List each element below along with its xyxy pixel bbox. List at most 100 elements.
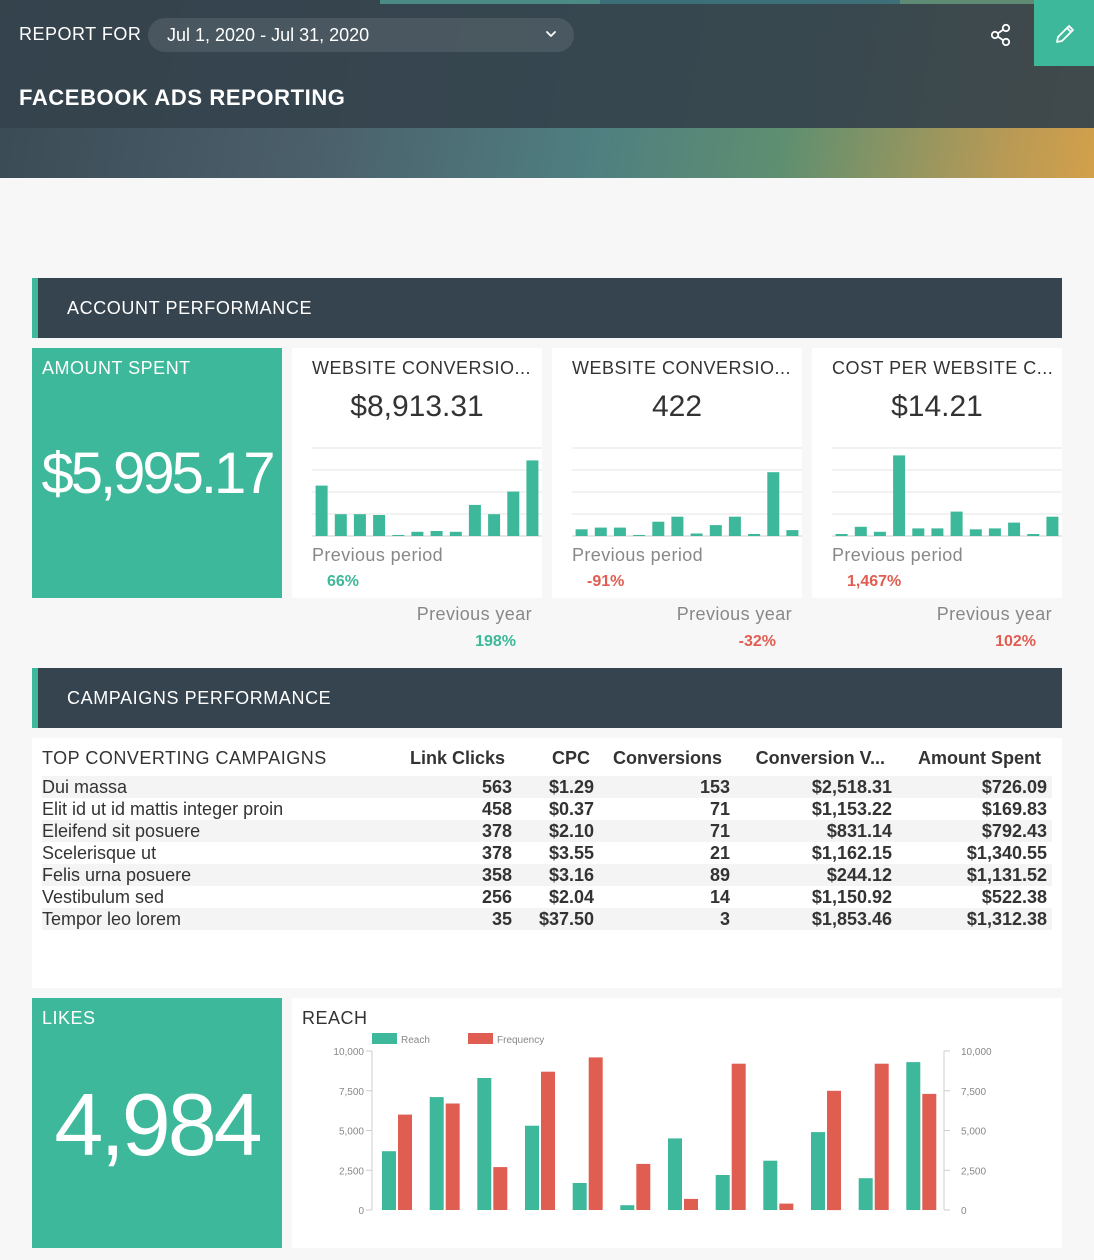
spark-bar[interactable] (709, 525, 722, 536)
frequency-bar[interactable] (445, 1103, 460, 1211)
spark-bar[interactable] (1027, 534, 1040, 536)
frequency-bar[interactable] (493, 1167, 508, 1210)
section-accent (32, 668, 38, 728)
campaign-name: Scelerisque ut (42, 843, 157, 863)
section-accent (32, 278, 38, 338)
spark-bar[interactable] (652, 521, 665, 536)
reach-bar[interactable] (906, 1062, 921, 1210)
y-tick-label-right: 0 (961, 1206, 967, 1217)
spark-bar[interactable] (334, 514, 347, 536)
date-range-select[interactable]: Jul 1, 2020 - Jul 31, 2020 (148, 18, 574, 52)
spark-bar[interactable] (575, 529, 588, 536)
legend-label[interactable]: Frequency (497, 1035, 544, 1046)
frequency-bar[interactable] (398, 1114, 412, 1210)
column-header[interactable]: Amount Spent (918, 748, 1041, 768)
frequency-bar[interactable] (779, 1203, 794, 1210)
column-header[interactable]: Conversion V... (755, 748, 885, 768)
legend-label[interactable]: Reach (401, 1035, 430, 1046)
table-cell: 358 (481, 865, 512, 885)
reach-bar[interactable] (858, 1178, 873, 1210)
frequency-bar[interactable] (874, 1063, 889, 1210)
spark-bar[interactable] (748, 534, 761, 536)
legend-swatch[interactable] (468, 1033, 493, 1044)
frequency-bar[interactable] (731, 1063, 746, 1210)
table-cell: 458 (481, 799, 512, 819)
spark-bar[interactable] (873, 531, 886, 536)
column-header[interactable]: Link Clicks (409, 748, 505, 768)
header-band (0, 0, 1094, 128)
spark-bar[interactable] (488, 514, 501, 536)
table-cell: $1,162.15 (811, 843, 892, 863)
table-row[interactable]: Scelerisque ut 378 $3.55 21 $1,162.15 $1,340.… (42, 842, 1052, 864)
edit-button[interactable] (1034, 0, 1094, 66)
spark-bar[interactable] (893, 455, 906, 536)
campaign-name: Dui massa (42, 777, 128, 797)
frequency-bar[interactable] (636, 1163, 651, 1210)
spark-bar[interactable] (633, 535, 646, 536)
reach-bar[interactable] (811, 1132, 825, 1210)
table-row[interactable]: Dui massa 563 $1.29 153 $2,518.31 $726.09 (42, 776, 1052, 798)
frequency-bar[interactable] (684, 1198, 698, 1210)
spark-bar[interactable] (835, 534, 848, 536)
table-cell: $726.09 (981, 777, 1047, 797)
spark-bar[interactable] (1008, 522, 1021, 536)
spark-bar[interactable] (728, 516, 741, 536)
frequency-bar[interactable] (541, 1071, 555, 1210)
spark-bar[interactable] (1046, 516, 1059, 536)
spark-bar[interactable] (315, 485, 328, 536)
spark-bar[interactable] (786, 530, 799, 536)
reach-bar[interactable] (668, 1138, 682, 1210)
table-row[interactable]: Tempor leo lorem 35 $37.50 3 $1,853.46 $1,312… (42, 908, 1052, 930)
reach-bar[interactable] (382, 1151, 396, 1210)
spark-bar[interactable] (468, 504, 481, 536)
table-cell: 14 (709, 887, 730, 907)
spark-bar[interactable] (988, 528, 1001, 536)
metric-card: WEBSITE CONVERSIO... $8,913.31 Previous … (292, 348, 542, 598)
spark-bar[interactable] (912, 528, 925, 536)
reach-bar[interactable] (477, 1078, 492, 1210)
spark-bar[interactable] (690, 533, 703, 537)
reach-bar[interactable] (525, 1125, 539, 1210)
spark-bar[interactable] (931, 528, 944, 536)
reach-bar[interactable] (763, 1160, 778, 1210)
spark-bar[interactable] (353, 514, 366, 536)
spark-bar[interactable] (854, 526, 867, 536)
spark-bar[interactable] (411, 531, 424, 536)
spark-bar[interactable] (430, 531, 443, 536)
table-row[interactable]: Eleifend sit posuere 378 $2.10 71 $831.14 $79… (42, 820, 1052, 842)
table-row[interactable]: Felis urna posuere 358 $3.16 89 $244.12 $1,13… (42, 864, 1052, 886)
table-cell: $3.55 (548, 843, 594, 863)
table-cell: 71 (709, 799, 730, 819)
widget-title: LIKES (42, 1008, 96, 1028)
frequency-bar[interactable] (827, 1090, 841, 1211)
table-cell: $792.43 (981, 821, 1047, 841)
spark-bar[interactable] (969, 529, 982, 536)
column-header[interactable]: Conversions (612, 748, 722, 768)
spark-bar[interactable] (950, 511, 963, 536)
spark-bar[interactable] (613, 527, 626, 536)
spark-bar[interactable] (507, 491, 520, 537)
column-header[interactable]: CPC (551, 748, 590, 768)
table-row[interactable]: Elit id ut id mattis integer proin 458 $0.… (42, 798, 1052, 820)
y-tick-label: 2,500 (339, 1166, 364, 1177)
frequency-bar[interactable] (588, 1057, 603, 1210)
spark-bar[interactable] (373, 515, 386, 536)
table-row[interactable]: Vestibulum sed 256 $2.04 14 $1,150.92 $522.38 (42, 886, 1052, 908)
spark-bar[interactable] (594, 527, 607, 536)
share-button[interactable] (986, 20, 1016, 50)
frequency-bar[interactable] (922, 1093, 937, 1210)
table-cell: 21 (709, 843, 730, 863)
legend-swatch[interactable] (372, 1033, 397, 1044)
spark-bar[interactable] (392, 535, 405, 536)
reach-bar[interactable] (572, 1183, 587, 1210)
spark-bar[interactable] (449, 531, 462, 536)
spark-bar[interactable] (767, 472, 780, 536)
table-cell: $1,340.55 (966, 843, 1047, 863)
reach-bar[interactable] (715, 1175, 730, 1210)
likes-value: 4,984 (54, 1075, 262, 1174)
previous-year-value: 102% (995, 633, 1036, 650)
reach-bar[interactable] (429, 1097, 444, 1210)
spark-bar[interactable] (671, 516, 684, 536)
reach-bar[interactable] (620, 1205, 635, 1210)
spark-bar[interactable] (526, 460, 539, 536)
